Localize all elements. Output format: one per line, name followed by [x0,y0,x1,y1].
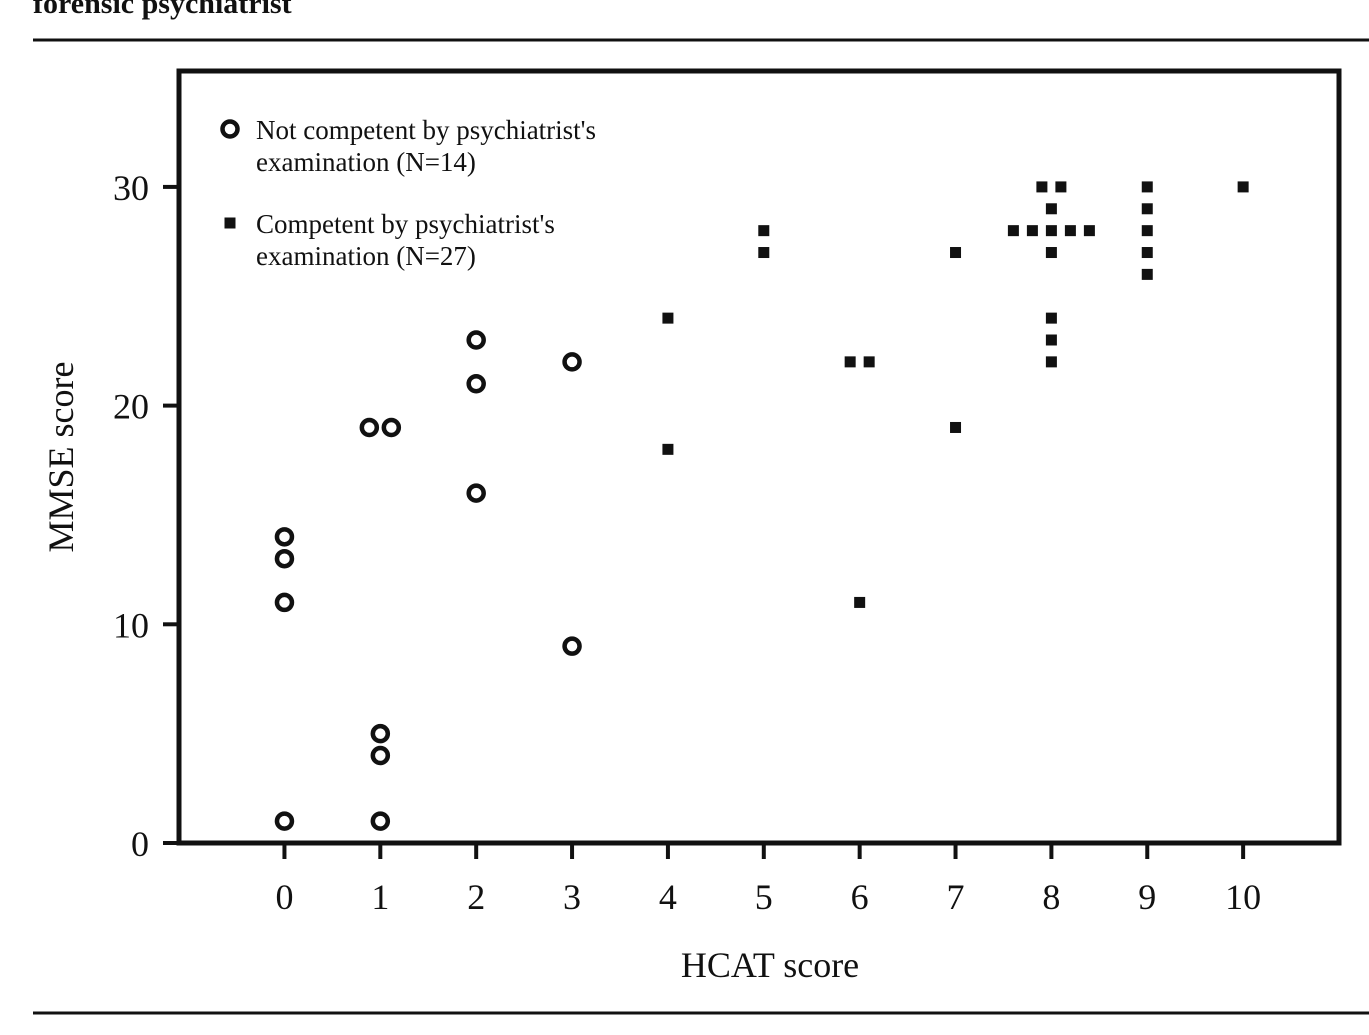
point-competent [662,443,674,455]
legend-label-line: examination (N=27) [256,241,476,271]
x-axis: 0 1 2 3 4 5 6 7 8 9 10 [275,843,1261,917]
legend-label-line: examination (N=14) [256,147,476,177]
point-competent [758,247,770,259]
point-competent [1007,225,1019,237]
x-tick-label: 10 [1225,877,1261,917]
series-1-points [274,330,582,831]
point-not-competent [370,723,391,744]
x-tick-label: 4 [659,877,677,917]
figure-caption-fragment: forensic psychiatrist [33,0,292,20]
point-competent [1083,225,1095,237]
point-competent [1045,334,1057,346]
y-tick-label: 10 [113,605,149,645]
data-points [274,181,1249,831]
point-not-competent [562,352,582,372]
point-competent [1045,247,1057,259]
legend: Not competent by psychiatrist'sexaminati… [220,115,596,271]
point-competent [950,421,962,433]
y-tick-label: 30 [113,168,149,208]
x-tick-label: 8 [1042,877,1060,917]
point-competent [1064,225,1076,237]
point-competent [1141,268,1153,280]
series-2-points [662,181,1249,608]
x-tick-label: 6 [851,877,869,917]
point-not-competent [466,483,486,503]
x-tick-label: 2 [467,877,485,917]
point-competent [863,356,875,368]
y-axis: 0 10 20 30 [113,168,179,864]
point-competent [1055,181,1067,193]
legend-marker-not-competent [220,119,240,139]
point-competent [1045,312,1057,324]
point-competent [758,225,770,237]
point-competent [1045,203,1057,215]
x-tick-label: 5 [755,877,773,917]
point-not-competent [466,373,486,394]
point-not-competent [370,745,391,766]
y-tick-label: 20 [113,387,149,427]
point-not-competent [359,417,380,438]
point-not-competent [466,330,486,350]
x-tick-label: 7 [947,877,965,917]
point-competent [1036,181,1048,193]
point-not-competent [274,592,295,613]
point-competent [1026,225,1038,237]
legend-label-line: Competent by psychiatrist's [256,209,555,239]
x-axis-label: HCAT score [681,945,859,985]
point-competent [950,247,962,259]
y-tick-label: 0 [131,824,149,864]
point-competent [1045,356,1057,368]
x-tick-label: 0 [275,877,293,917]
point-not-competent [562,636,582,656]
point-competent [1237,181,1249,193]
legend-marker-competent [224,217,236,229]
point-not-competent [274,811,295,831]
x-tick-label: 1 [371,877,389,917]
point-not-competent [274,527,295,547]
plot-frame [176,68,1342,846]
point-competent [854,596,866,608]
x-tick-label: 9 [1138,877,1156,917]
point-not-competent [274,548,295,569]
point-competent [1141,203,1153,215]
point-competent [1141,225,1153,237]
point-competent [1141,247,1153,259]
point-competent [662,312,674,324]
point-competent [1141,181,1153,193]
point-not-competent [381,417,402,438]
point-competent [844,356,856,368]
point-competent [1045,225,1057,237]
y-axis-label: MMSE score [41,362,81,553]
point-not-competent [370,811,391,831]
legend-label-line: Not competent by psychiatrist's [256,115,596,145]
x-tick-label: 3 [563,877,581,917]
